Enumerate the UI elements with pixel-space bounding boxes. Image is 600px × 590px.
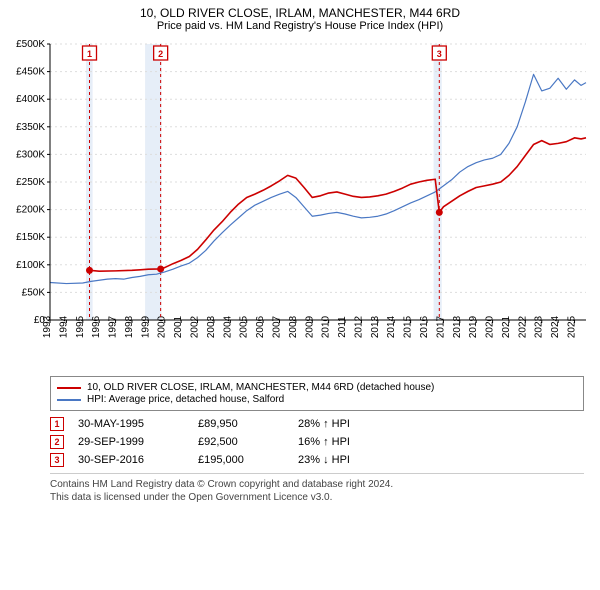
sale-marker: 3 — [50, 453, 64, 467]
x-tick-label: 2004 — [222, 315, 233, 338]
attribution-line2: This data is licensed under the Open Gov… — [50, 491, 584, 504]
x-tick-label: 1994 — [58, 315, 69, 338]
x-tick-label: 2019 — [468, 315, 479, 338]
y-tick-label: £200K — [16, 205, 45, 216]
x-tick-label: 1996 — [91, 315, 102, 338]
attribution: Contains HM Land Registry data © Crown c… — [50, 473, 584, 504]
chart-svg: £0£50K£100K£150K£200K£250K£300K£350K£400… — [6, 38, 594, 368]
y-tick-label: £50K — [22, 287, 46, 298]
x-tick-label: 2003 — [206, 315, 217, 338]
x-tick-label: 2007 — [271, 315, 282, 338]
legend-swatch — [57, 387, 81, 389]
sale-hpi: 28% ↑ HPI — [298, 418, 398, 430]
x-tick-label: 2022 — [517, 315, 528, 338]
x-tick-label: 2021 — [501, 315, 512, 338]
x-tick-label: 2011 — [337, 316, 348, 338]
x-tick-label: 2012 — [353, 315, 364, 338]
y-tick-label: £350K — [16, 122, 45, 133]
sale-row: 3 30-SEP-2016£195,00023% ↓ HPI — [50, 453, 584, 467]
legend-label: 10, OLD RIVER CLOSE, IRLAM, MANCHESTER, … — [87, 382, 434, 393]
y-tick-label: £100K — [16, 260, 45, 271]
x-tick-label: 1997 — [108, 315, 119, 338]
chart-subtitle: Price paid vs. HM Land Registry's House … — [6, 20, 594, 32]
sale-price: £89,950 — [198, 418, 298, 430]
sale-marker-label: 3 — [437, 49, 442, 59]
attribution-line1: Contains HM Land Registry data © Crown c… — [50, 478, 584, 491]
y-tick-label: £450K — [16, 67, 45, 78]
x-tick-label: 2020 — [485, 315, 496, 338]
y-tick-label: £300K — [16, 149, 45, 160]
x-tick-label: 2015 — [403, 315, 414, 338]
legend-box: 10, OLD RIVER CLOSE, IRLAM, MANCHESTER, … — [50, 376, 584, 411]
x-tick-label: 2013 — [370, 315, 381, 338]
chart-title: 10, OLD RIVER CLOSE, IRLAM, MANCHESTER, … — [6, 6, 594, 20]
sale-hpi: 23% ↓ HPI — [298, 454, 398, 466]
x-tick-label: 1998 — [124, 315, 135, 338]
x-tick-label: 1993 — [42, 315, 53, 338]
sale-price: £92,500 — [198, 436, 298, 448]
y-tick-label: £500K — [16, 39, 45, 50]
y-tick-label: £150K — [16, 232, 45, 243]
legend-swatch — [57, 399, 81, 401]
x-tick-label: 2018 — [452, 315, 463, 338]
sale-point — [436, 209, 443, 216]
sale-point — [157, 265, 164, 272]
x-tick-label: 2008 — [288, 315, 299, 338]
chart-area: £0£50K£100K£150K£200K£250K£300K£350K£400… — [6, 38, 594, 368]
x-tick-label: 1999 — [140, 315, 151, 338]
x-tick-label: 2005 — [239, 315, 250, 338]
x-tick-label: 2002 — [190, 315, 201, 338]
sale-price: £195,000 — [198, 454, 298, 466]
x-tick-label: 2014 — [386, 315, 397, 338]
x-tick-label: 2016 — [419, 315, 430, 338]
x-tick-label: 1995 — [75, 315, 86, 338]
x-tick-label: 2024 — [550, 315, 561, 338]
sale-point — [86, 267, 93, 274]
y-tick-label: £250K — [16, 177, 45, 188]
legend-row: HPI: Average price, detached house, Salf… — [57, 394, 577, 405]
sale-date: 30-MAY-1995 — [78, 418, 198, 430]
x-tick-label: 2009 — [304, 315, 315, 338]
sale-marker: 2 — [50, 435, 64, 449]
y-tick-label: £400K — [16, 94, 45, 105]
sale-marker-label: 1 — [87, 49, 92, 59]
legend-label: HPI: Average price, detached house, Salf… — [87, 394, 284, 405]
x-tick-label: 2010 — [321, 315, 332, 338]
x-tick-label: 2001 — [173, 315, 184, 338]
legend-row: 10, OLD RIVER CLOSE, IRLAM, MANCHESTER, … — [57, 382, 577, 393]
sale-table: 1 30-MAY-1995£89,95028% ↑ HPI 2 29-SEP-1999… — [50, 417, 584, 467]
sale-date: 30-SEP-2016 — [78, 454, 198, 466]
x-tick-label: 2023 — [534, 315, 545, 338]
sale-marker-label: 2 — [158, 49, 163, 59]
sale-marker: 1 — [50, 417, 64, 431]
x-tick-label: 2006 — [255, 315, 266, 338]
sale-hpi: 16% ↑ HPI — [298, 436, 398, 448]
sale-row: 1 30-MAY-1995£89,95028% ↑ HPI — [50, 417, 584, 431]
sale-date: 29-SEP-1999 — [78, 436, 198, 448]
x-tick-label: 2017 — [435, 315, 446, 338]
sale-row: 2 29-SEP-1999£92,50016% ↑ HPI — [50, 435, 584, 449]
x-tick-label: 2025 — [567, 315, 578, 338]
x-tick-label: 2000 — [157, 315, 168, 338]
